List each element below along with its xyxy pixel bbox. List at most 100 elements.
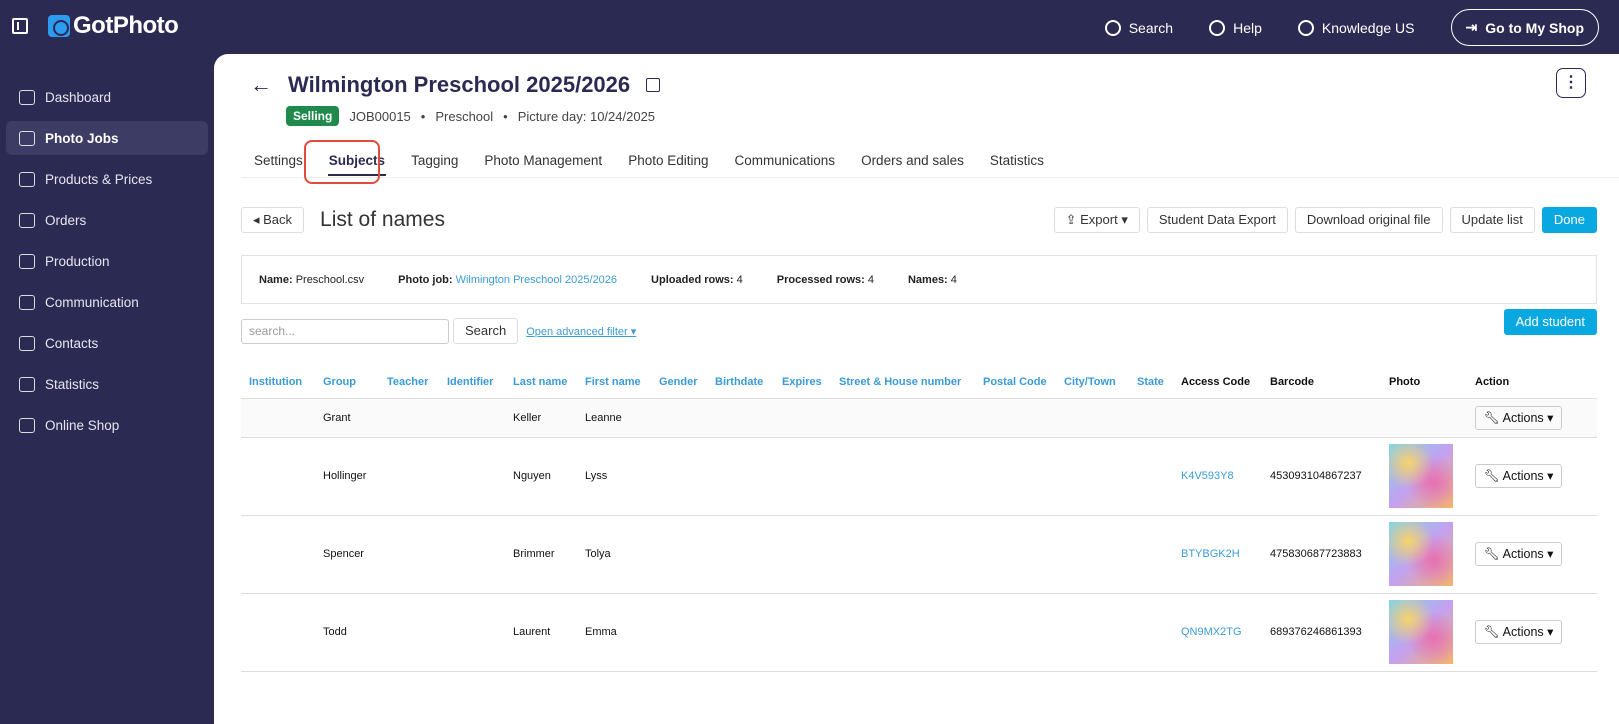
actions-dropdown[interactable]: 🔧︎ Actions ▾ <box>1475 464 1563 488</box>
column-header[interactable]: State <box>1129 366 1173 399</box>
table-row: Todd Laurent Emma QN9MX2TG 68937624686139… <box>241 593 1597 672</box>
search-icon <box>1104 19 1121 36</box>
cart-icon <box>19 171 35 187</box>
tab-bar: Settings Subjects Tagging Photo Management P… <box>241 148 1619 178</box>
column-header[interactable]: Group <box>315 366 379 399</box>
user-icon <box>19 335 35 351</box>
back-arrow-icon[interactable]: ← <box>250 72 272 97</box>
sidebar-item-dashboard[interactable]: Dashboard <box>6 80 208 114</box>
update-list-button[interactable]: Update list <box>1449 207 1535 233</box>
column-header: Access Code <box>1173 366 1262 399</box>
search-input[interactable]: search... <box>241 318 449 344</box>
sidebar-item-communication[interactable]: Communication <box>6 285 208 319</box>
export-dropdown[interactable]: ⇪ Export ▾ <box>1053 207 1140 233</box>
section-heading: List of names <box>320 208 445 231</box>
column-header[interactable]: Institution <box>241 366 315 399</box>
status-badge: Selling <box>286 106 340 126</box>
photo-job-link[interactable]: Wilmington Preschool 2025/2026 <box>455 273 618 286</box>
column-header[interactable]: Postal Code <box>975 366 1056 399</box>
highlight-box <box>304 140 380 184</box>
back-button[interactable]: ◂ Back <box>241 207 305 233</box>
calendar-icon[interactable] <box>646 78 661 92</box>
column-header[interactable]: Birthdate <box>707 366 774 399</box>
tab-tagging[interactable]: Tagging <box>411 153 459 168</box>
column-header[interactable]: City/Town <box>1056 366 1129 399</box>
search-button[interactable]: Search <box>453 318 519 344</box>
column-header: Photo <box>1381 366 1467 399</box>
student-data-export-button[interactable]: Student Data Export <box>1146 207 1288 233</box>
add-student-button[interactable]: Add student <box>1503 309 1597 335</box>
job-id: JOB00015 <box>349 108 411 124</box>
sidebar-item-production[interactable]: Production <box>6 244 208 278</box>
tab-communications[interactable]: Communications <box>734 153 836 168</box>
advanced-filter-link[interactable]: Open advanced filter ▾ <box>526 325 637 338</box>
column-header[interactable]: First name <box>577 366 651 399</box>
column-header[interactable]: Street & House number <box>831 366 975 399</box>
column-header[interactable]: Identifier <box>439 366 505 399</box>
sidebar-item-products-prices[interactable]: Products & Prices <box>6 162 208 196</box>
student-photo[interactable] <box>1389 444 1453 508</box>
more-options-button[interactable]: ⋮ <box>1556 68 1586 98</box>
column-header[interactable]: Expires <box>774 366 831 399</box>
access-code-link[interactable]: BTYBGK2H <box>1181 548 1240 560</box>
barcode <box>1262 398 1381 438</box>
help-link[interactable]: Help <box>1209 19 1262 36</box>
sidebar-item-online-shop[interactable]: Online Shop <box>6 408 208 442</box>
tab-statistics[interactable]: Statistics <box>989 153 1044 168</box>
sidebar-toggle-icon[interactable] <box>12 18 28 34</box>
column-header[interactable]: Teacher <box>379 366 439 399</box>
student-photo[interactable] <box>1389 522 1453 586</box>
actions-dropdown[interactable]: 🔧︎ Actions ▾ <box>1475 620 1563 644</box>
sidebar-item-orders[interactable]: Orders <box>6 203 208 237</box>
table-row: Spencer Brimmer Tolya BTYBGK2H 4758306877… <box>241 515 1597 594</box>
logo-icon <box>48 15 70 37</box>
chart-icon <box>19 376 35 392</box>
share-icon: ⇪ <box>1065 212 1077 227</box>
file-info: Name: Preschool.csv Photo job: Wilmingto… <box>241 255 1597 304</box>
logo[interactable]: GotPhoto <box>48 12 179 40</box>
wrench-icon: 🔧︎ <box>1484 625 1500 639</box>
sidebar-item-photo-jobs[interactable]: Photo Jobs <box>6 121 208 155</box>
column-header[interactable]: Gender <box>651 366 707 399</box>
access-code-link[interactable]: K4V593Y8 <box>1181 470 1234 482</box>
top-bar: GotPhoto Search Help Knowledge US ⇥ Go to… <box>0 0 1619 54</box>
download-original-button[interactable]: Download original file <box>1294 207 1443 233</box>
logout-icon: ⇥ <box>1465 19 1478 35</box>
wrench-icon: 🔧︎ <box>1484 410 1500 425</box>
actions-dropdown[interactable]: 🔧︎ Actions ▾ <box>1475 405 1563 430</box>
sidebar: Dashboard Photo Jobs Products & Prices Orde… <box>0 54 214 449</box>
barcode: 475830687723883 <box>1262 515 1381 594</box>
tab-photo-editing[interactable]: Photo Editing <box>628 153 709 168</box>
home-icon <box>19 89 35 105</box>
job-type: Preschool <box>435 108 494 124</box>
picture-day: Picture day: 10/24/2025 <box>517 108 656 124</box>
sidebar-item-statistics[interactable]: Statistics <box>6 367 208 401</box>
image-icon <box>19 130 35 146</box>
search-link[interactable]: Search <box>1104 19 1173 36</box>
student-photo[interactable] <box>1389 600 1453 664</box>
main-panel: ← Wilmington Preschool 2025/2026 Selling… <box>214 54 1619 724</box>
store-icon <box>19 417 35 433</box>
tab-orders-and-sales[interactable]: Orders and sales <box>861 153 964 168</box>
tab-subjects[interactable]: Subjects <box>316 148 398 178</box>
sidebar-item-contacts[interactable]: Contacts <box>6 326 208 360</box>
done-button[interactable]: Done <box>1541 207 1597 233</box>
tab-settings[interactable]: Settings <box>254 153 303 168</box>
column-header[interactable]: Last name <box>505 366 577 399</box>
actions-dropdown[interactable]: 🔧︎ Actions ▾ <box>1475 542 1563 566</box>
page-title: Wilmington Preschool 2025/2026 <box>288 72 631 97</box>
message-icon <box>19 294 35 310</box>
access-code-link[interactable]: QN9MX2TG <box>1181 626 1242 638</box>
column-header: Barcode <box>1262 366 1381 399</box>
box-icon <box>19 212 35 228</box>
tab-photo-management[interactable]: Photo Management <box>484 153 603 168</box>
go-to-shop-button[interactable]: ⇥ Go to My Shop <box>1450 9 1599 46</box>
wrench-icon: 🔧︎ <box>1484 547 1500 561</box>
account-menu[interactable]: Knowledge US <box>1297 19 1415 36</box>
column-header: Action <box>1467 366 1597 399</box>
user-icon <box>1297 19 1314 36</box>
barcode: 453093104867237 <box>1262 437 1381 516</box>
help-icon <box>1209 19 1226 36</box>
subjects-table: Institution Group Teacher Identifier Last na… <box>241 366 1597 672</box>
wrench-icon: 🔧︎ <box>1484 469 1500 483</box>
